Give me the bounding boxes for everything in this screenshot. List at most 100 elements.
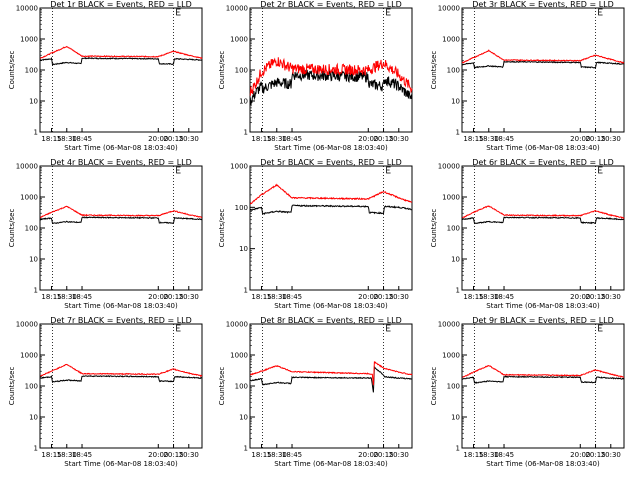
panel-title: Det 9r BLACK = Events, RED = LLD bbox=[472, 316, 614, 325]
x-tick-label: 20:15 bbox=[585, 135, 605, 143]
plot-frame bbox=[249, 165, 413, 291]
y-axis-label: Counts/sec bbox=[218, 51, 226, 90]
events-series-line bbox=[462, 375, 625, 385]
lld-series-line bbox=[39, 205, 203, 219]
e-marker bbox=[598, 8, 603, 16]
events-series-line bbox=[250, 204, 412, 215]
x-tick-label: 20:30 bbox=[601, 451, 621, 459]
x-tick-label: 18:30 bbox=[57, 451, 77, 459]
y-tick-label: 10 bbox=[29, 98, 38, 106]
x-tick-label: 18:15 bbox=[41, 135, 61, 143]
x-tick-label: 20:15 bbox=[373, 135, 393, 143]
y-tick-label: 10 bbox=[451, 256, 460, 264]
panel-det-2: Det 2r BLACK = Events, RED = LLD 1 10 100 10… bbox=[218, 0, 413, 152]
x-tick-label: 20:15 bbox=[373, 451, 393, 459]
x-axis-label: Start Time (06-Mar-08 18:03:40) bbox=[486, 302, 600, 310]
y-tick-label: 100 bbox=[447, 67, 460, 75]
panel-det-6: Det 6r BLACK = Events, RED = LLD 1 10 100 10… bbox=[430, 158, 625, 310]
y-tick-label: 10000 bbox=[16, 5, 38, 13]
panel-title: Det 1r BLACK = Events, RED = LLD bbox=[50, 0, 192, 9]
y-tick-label: 100 bbox=[235, 204, 248, 212]
x-tick-label: 20:00 bbox=[358, 451, 378, 459]
events-series-line bbox=[40, 375, 203, 384]
e-marker bbox=[176, 166, 181, 174]
plot-frame bbox=[461, 165, 625, 291]
x-tick-label: 18:45 bbox=[494, 293, 514, 301]
events-series-line bbox=[250, 365, 413, 393]
y-tick-label: 10 bbox=[239, 414, 248, 422]
y-tick-label: 1 bbox=[456, 287, 460, 295]
y-tick-label: 10 bbox=[451, 98, 460, 106]
x-tick-label: 18:30 bbox=[267, 293, 287, 301]
x-tick-label: 18:45 bbox=[72, 451, 92, 459]
x-tick-label: 20:15 bbox=[163, 293, 183, 301]
events-series-line bbox=[249, 68, 413, 105]
x-tick-label: 18:30 bbox=[267, 135, 287, 143]
x-tick-label: 18:15 bbox=[463, 451, 483, 459]
panel-det-4: Det 4r BLACK = Events, RED = LLD 1 10 100 10… bbox=[8, 158, 203, 310]
x-tick-label: 20:00 bbox=[148, 451, 168, 459]
x-axis-label: Start Time (06-Mar-08 18:03:40) bbox=[64, 144, 178, 152]
x-tick-label: 18:45 bbox=[72, 135, 92, 143]
x-tick-label: 18:30 bbox=[57, 293, 77, 301]
panel-title: Det 5r BLACK = Events, RED = LLD bbox=[260, 158, 402, 167]
lld-series-line bbox=[461, 49, 625, 64]
x-tick-label: 20:30 bbox=[601, 293, 621, 301]
y-tick-label: 1 bbox=[456, 129, 460, 137]
panel-det-5: Det 5r BLACK = Events, RED = LLD 1 10 100 10… bbox=[218, 158, 413, 310]
y-tick-label: 10000 bbox=[16, 163, 38, 171]
x-tick-label: 18:30 bbox=[479, 293, 499, 301]
y-tick-label: 1 bbox=[34, 287, 38, 295]
panel-title: Det 2r BLACK = Events, RED = LLD bbox=[260, 0, 402, 9]
x-tick-label: 20:00 bbox=[570, 293, 590, 301]
x-tick-label: 18:30 bbox=[479, 135, 499, 143]
y-tick-label: 10 bbox=[451, 414, 460, 422]
plot-frame bbox=[249, 7, 413, 133]
plot-frame bbox=[39, 7, 203, 133]
plot-frame bbox=[249, 323, 413, 449]
lld-series-line bbox=[39, 45, 203, 59]
panel-det-1: Det 1r BLACK = Events, RED = LLD 1 10 100 10… bbox=[8, 0, 203, 152]
events-series-line bbox=[462, 60, 625, 70]
events-series-line bbox=[39, 216, 203, 225]
x-tick-label: 20:15 bbox=[585, 451, 605, 459]
lld-series-line bbox=[462, 365, 625, 378]
e-marker bbox=[386, 8, 391, 16]
y-tick-label: 10000 bbox=[226, 5, 248, 13]
x-axis-label: Start Time (06-Mar-08 18:03:40) bbox=[486, 460, 600, 468]
y-tick-label: 100 bbox=[25, 225, 38, 233]
x-tick-label: 18:30 bbox=[267, 451, 287, 459]
y-axis-label: Counts/sec bbox=[430, 209, 438, 248]
e-marker bbox=[386, 324, 391, 332]
events-series-line bbox=[462, 216, 625, 225]
y-axis-label: Counts/sec bbox=[8, 367, 16, 406]
lld-series-line bbox=[249, 57, 413, 96]
x-tick-label: 20:30 bbox=[179, 293, 199, 301]
y-tick-label: 1 bbox=[244, 129, 248, 137]
plot-frame bbox=[461, 323, 625, 449]
x-tick-label: 18:15 bbox=[41, 451, 61, 459]
e-marker bbox=[598, 324, 603, 332]
plot-frame bbox=[39, 165, 203, 291]
x-tick-label: 18:15 bbox=[41, 293, 61, 301]
y-tick-label: 10 bbox=[239, 245, 248, 253]
x-tick-label: 20:00 bbox=[148, 293, 168, 301]
y-tick-label: 10 bbox=[29, 414, 38, 422]
x-tick-label: 20:30 bbox=[389, 451, 409, 459]
y-tick-label: 10000 bbox=[438, 5, 460, 13]
y-tick-label: 100 bbox=[447, 383, 460, 391]
y-tick-label: 1000 bbox=[20, 352, 38, 360]
y-axis-label: Counts/sec bbox=[8, 51, 16, 90]
y-tick-label: 100 bbox=[25, 67, 38, 75]
x-tick-label: 20:15 bbox=[373, 293, 393, 301]
y-axis-label: Counts/sec bbox=[430, 367, 438, 406]
panel-title: Det 7r BLACK = Events, RED = LLD bbox=[50, 316, 192, 325]
y-tick-label: 10 bbox=[29, 256, 38, 264]
y-tick-label: 1000 bbox=[230, 352, 248, 360]
x-axis-label: Start Time (06-Mar-08 18:03:40) bbox=[486, 144, 600, 152]
x-tick-label: 20:30 bbox=[601, 135, 621, 143]
y-tick-label: 100 bbox=[447, 225, 460, 233]
lld-series-line bbox=[40, 363, 203, 377]
